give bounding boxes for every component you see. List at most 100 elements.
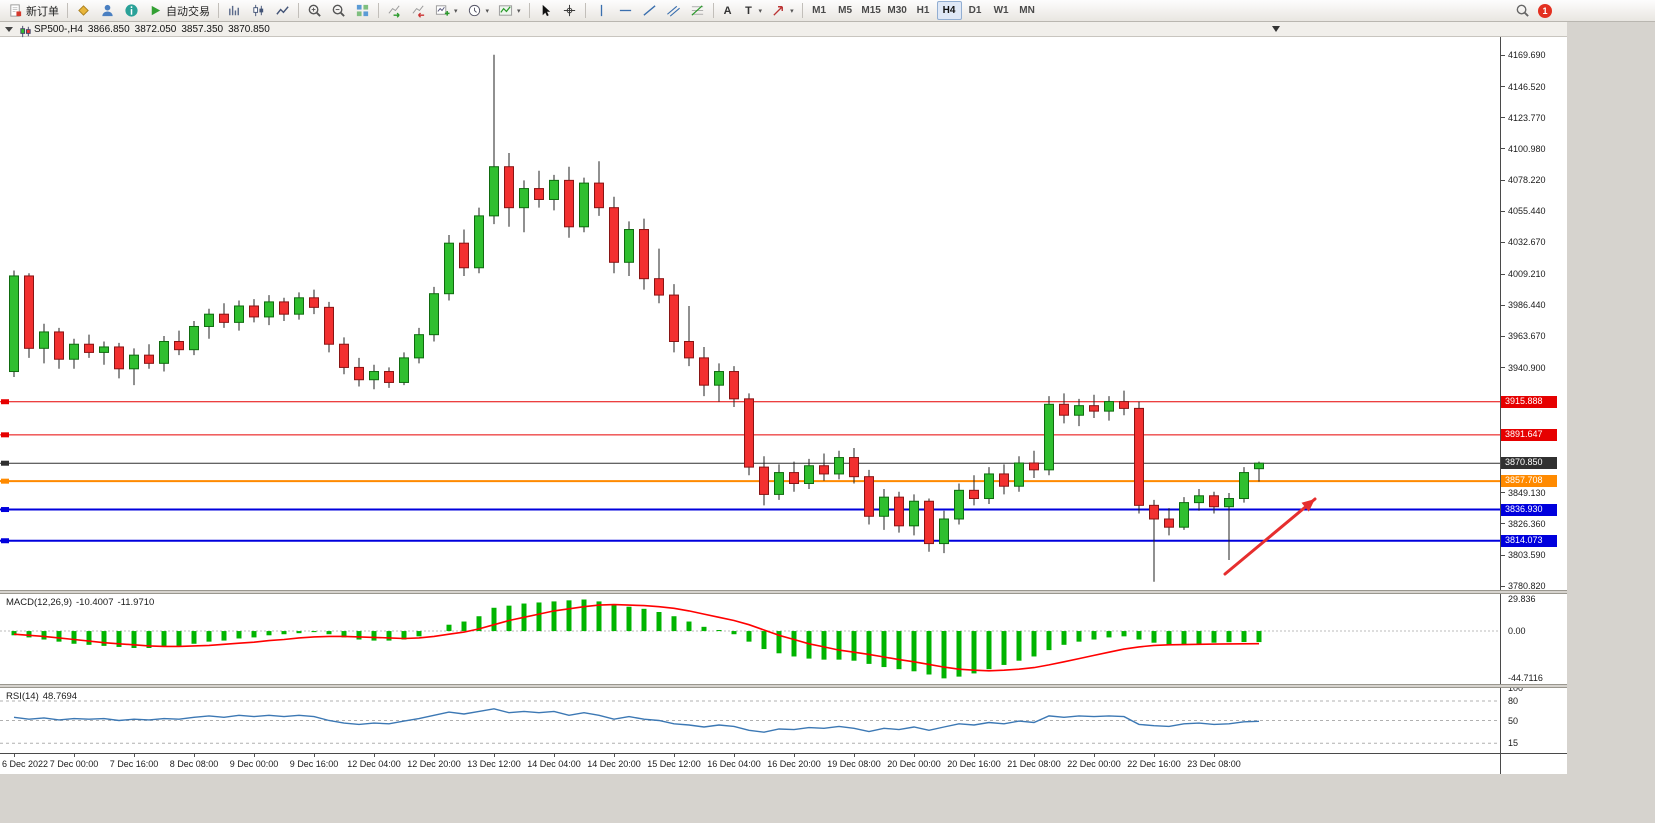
candle-body [939,518,949,545]
cursor-button[interactable] [534,1,557,20]
price-level-badge: 3836.930 [1501,503,1557,516]
price-tick-label: 4055.440 [1508,206,1546,217]
timeframe-h4-button[interactable]: H4 [936,1,962,20]
zoom-in-button[interactable] [303,1,326,20]
periods-button[interactable]: ▾ [463,1,494,20]
time-tick-mark [1154,754,1155,757]
channel-button[interactable] [662,1,685,20]
line-chart-button[interactable] [271,1,294,20]
time-tick-mark [974,754,975,757]
separator [528,3,530,18]
candle-body [639,229,649,280]
timeframe-d1-button[interactable]: D1 [968,5,982,16]
crosshair-button[interactable] [558,1,581,20]
autotrade-button[interactable]: 自动交易 [144,1,214,20]
autotrade-play-icon [148,3,163,18]
tile-windows-button[interactable] [351,1,374,20]
label-tool-button[interactable]: T ▾ [739,1,767,20]
candle-body [474,215,484,269]
price-tick-label: 3963.670 [1508,331,1546,342]
market-diamond-icon [76,3,91,18]
price-level-badge: 3857.708 [1501,475,1557,488]
horizontal-line-button[interactable] [614,1,637,20]
text-tool-button[interactable]: A [718,1,738,20]
timeframe-m30-button[interactable]: M30 [887,5,907,16]
price-tick-mark [1501,179,1505,181]
price-tick-label: 3780.820 [1508,581,1546,592]
time-tick-mark [494,754,495,757]
time-tick-mark [134,754,135,757]
fibonacci-button[interactable] [686,1,709,20]
time-tick-label: 8 Dec 08:00 [169,759,219,769]
time-axis[interactable]: 6 Dec 2022 7 Dec 00:00 7 Dec 16:00 8 Dec 08… [0,754,1500,774]
panel-splitter[interactable] [0,684,1567,688]
timeframe-w1-button[interactable]: W1 [993,5,1009,16]
candlestick-chart-button[interactable] [247,1,270,20]
trendline-button[interactable] [638,1,661,20]
price-axis[interactable]: 4169.690 4146.520 4123.770 4100.980 4078.220… [1500,37,1567,774]
macd-panel[interactable] [0,594,1500,684]
candle-body [864,476,874,517]
time-tick-label: 21 Dec 08:00 [1007,759,1061,769]
time-tick-label: 15 Dec 12:00 [647,759,701,769]
chart-symbol-period: SP500-,H4 [34,23,83,35]
candle-body [894,496,904,527]
community-button[interactable] [96,1,119,20]
autoscroll-button[interactable] [383,1,406,20]
candle-body [699,357,709,386]
timeframe-h1-button[interactable]: H1 [916,5,930,16]
price-tick-label: 3803.590 [1508,550,1546,561]
time-tick-mark [674,754,675,757]
price-tick-label: 4032.670 [1508,237,1546,248]
candlestick-chart[interactable] [0,37,1500,590]
time-tick-label: 9 Dec 16:00 [289,759,339,769]
time-tick-label: 16 Dec 04:00 [707,759,761,769]
time-tick-label: 22 Dec 00:00 [1067,759,1121,769]
time-axis-border [0,753,1567,754]
separator [218,3,219,18]
candle-body [1239,472,1249,500]
candle-body [1134,407,1144,506]
vertical-line-button[interactable] [590,1,613,20]
candle-body [129,354,139,370]
dropdown-arrow-icon: ▾ [758,7,763,15]
timeframe-m15-button[interactable]: M15 [861,5,881,16]
chart-high-value: 3872.050 [134,23,177,35]
zoom-out-button[interactable] [327,1,350,20]
candle-body [849,457,859,478]
candle-body [789,472,799,484]
new-chart-button[interactable]: ▾ [431,1,462,20]
candle-body [594,182,604,209]
new-order-button[interactable]: 新订单 [4,1,63,20]
search-icon[interactable] [1515,3,1530,18]
time-tick-label: 13 Dec 12:00 [467,759,521,769]
chart-shift-marker-icon[interactable] [1272,26,1280,32]
new-chart-icon [435,3,450,18]
chart-background [0,37,1500,590]
price-tick-label: 4009.210 [1508,269,1546,280]
mql5-market-button[interactable] [72,1,95,20]
timeframe-mn-button[interactable]: MN [1019,5,1035,16]
panel-splitter[interactable] [0,590,1567,594]
chart-close-value: 3870.850 [228,23,270,35]
one-click-trading-collapse-icon[interactable] [5,26,13,32]
timeframe-m5-button[interactable]: M5 [838,5,853,16]
candle-body [24,275,34,349]
price-tick-label: 4169.690 [1508,50,1546,61]
arrows-tool-button[interactable]: ▾ [767,1,798,20]
price-level-badge: 3915.888 [1501,395,1557,408]
candle-body [84,343,94,353]
price-tick-mark [1501,241,1505,243]
new-order-icon [8,3,23,18]
bar-chart-button[interactable] [223,1,246,20]
notification-badge[interactable]: 1 [1538,3,1552,18]
rsi-panel[interactable] [0,688,1500,753]
separator [801,3,803,18]
timeframe-m1-button[interactable]: M1 [812,5,827,16]
info-button[interactable] [120,1,143,20]
indicators-button[interactable]: ▾ [494,1,525,20]
candle-body [264,301,274,318]
chart-titlebar[interactable]: SP500-,H4 3866.850 3872.050 3857.350 387… [0,22,1567,37]
price-tick-mark [1501,554,1505,556]
chart-shift-button[interactable] [407,1,430,20]
